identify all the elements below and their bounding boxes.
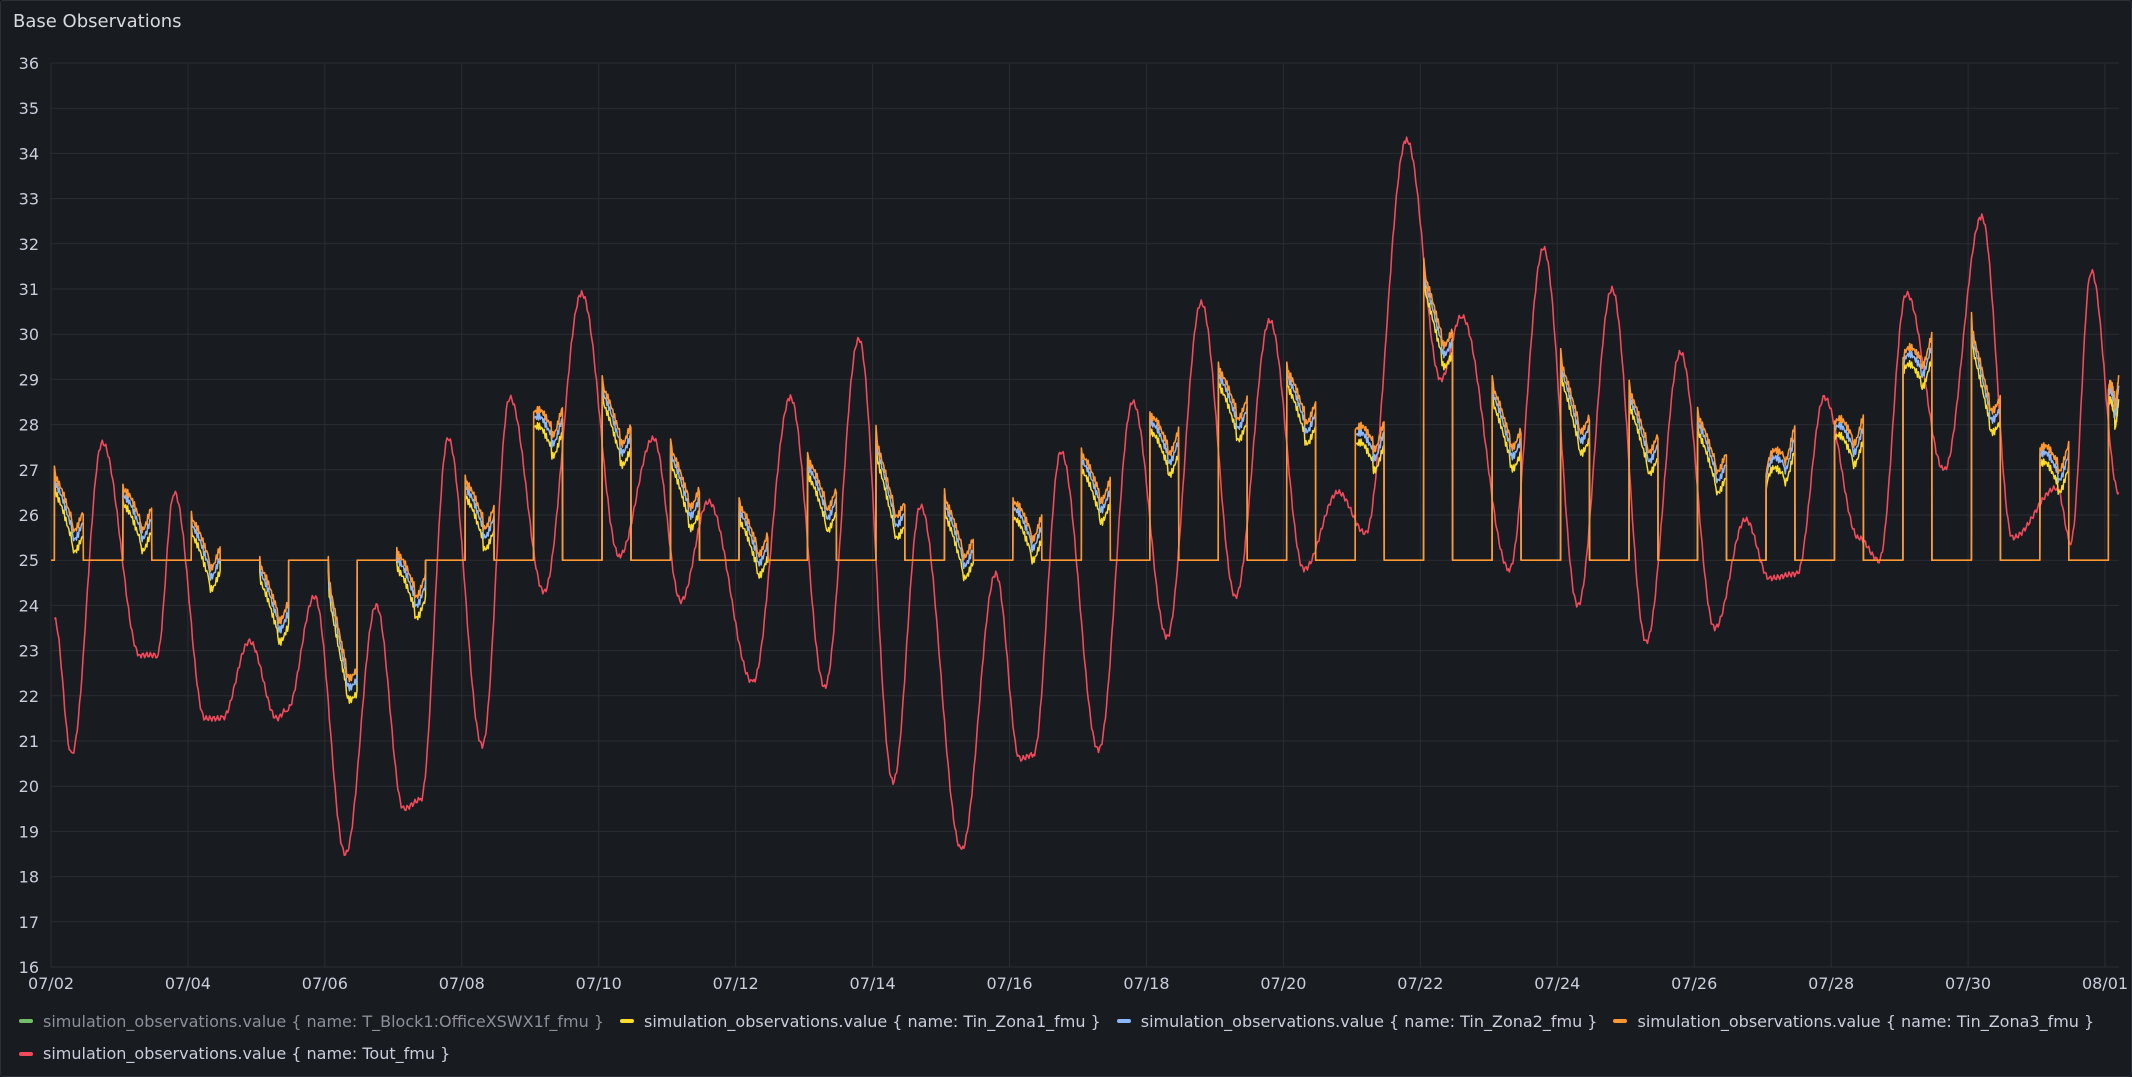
- legend-swatch: [1613, 1019, 1628, 1023]
- x-tick-label: 07/10: [576, 974, 622, 993]
- x-tick-label: 07/16: [986, 974, 1032, 993]
- y-tick-label: 34: [19, 144, 39, 163]
- series-line-4[interactable]: [53, 136, 2120, 856]
- legend-label: simulation_observations.value { name: To…: [43, 1044, 451, 1063]
- x-tick-label: 08/01: [2082, 974, 2128, 993]
- y-tick-label: 28: [19, 416, 39, 435]
- y-tick-label: 32: [19, 235, 39, 254]
- y-tick-label: 25: [19, 551, 39, 570]
- y-tick-label: 17: [19, 913, 39, 932]
- x-tick-label: 07/14: [850, 974, 896, 993]
- x-tick-label: 07/08: [439, 974, 485, 993]
- legend-item-3[interactable]: simulation_observations.value { name: Ti…: [1613, 1007, 2094, 1036]
- legend-label: simulation_observations.value { name: Ti…: [1637, 1011, 2095, 1031]
- grid: [50, 62, 2119, 968]
- y-tick-label: 29: [19, 370, 39, 389]
- legend-label: simulation_observations.value { name: Ti…: [1140, 1011, 1598, 1031]
- legend-item-2[interactable]: simulation_observations.value { name: Ti…: [1116, 1007, 1598, 1036]
- series-line-1[interactable]: [51, 272, 2120, 704]
- y-tick-label: 18: [19, 868, 39, 887]
- x-tick-label: 07/18: [1123, 974, 1169, 993]
- y-tick-label: 20: [19, 777, 39, 796]
- legend-label: simulation_observations.value { name: Ti…: [644, 1011, 1101, 1031]
- legend-item-0[interactable]: simulation_observations.value { name: T_…: [19, 1007, 604, 1036]
- y-tick-label: 30: [19, 325, 39, 344]
- y-tick-label: 26: [19, 506, 39, 525]
- y-tick-label: 21: [19, 732, 39, 751]
- y-tick-label: 33: [19, 190, 39, 209]
- x-tick-label: 07/06: [302, 974, 348, 993]
- y-tick-label: 35: [19, 99, 39, 118]
- y-tick-label: 27: [19, 461, 39, 480]
- series-line-2[interactable]: [51, 263, 2120, 692]
- y-tick-label: 23: [19, 642, 39, 661]
- x-axis-ticks: 07/02 07/04 07/06 07/08 07/10 07/12 07/14 07/16…: [28, 974, 2128, 993]
- y-tick-label: 24: [19, 596, 39, 615]
- legend: simulation_observations.value { name: T_…: [19, 1003, 2119, 1068]
- legend-label: simulation_observations.value { name: T_…: [43, 1011, 605, 1031]
- x-tick-label: 07/20: [1260, 974, 1306, 993]
- x-tick-label: 07/30: [1945, 974, 1991, 993]
- legend-swatch: [19, 1051, 33, 1056]
- legend-swatch: [1116, 1019, 1131, 1023]
- legend-swatch: [620, 1019, 635, 1023]
- y-tick-label: 19: [19, 822, 39, 841]
- legend-item-4[interactable]: simulation_observations.value { name: To…: [19, 1039, 450, 1068]
- series-line-3[interactable]: [51, 257, 2120, 683]
- x-tick-label: 07/28: [1808, 974, 1854, 993]
- x-tick-label: 07/26: [1671, 974, 1717, 993]
- panel-title[interactable]: Base Observations: [13, 11, 182, 32]
- y-axis-ticks: 16 17 18 19 20 21 22 23 24 25 26 27 28 29 30 31 32 33 34 35…: [19, 54, 39, 977]
- series-lines: [51, 136, 2120, 856]
- line-chart[interactable]: 16 17 18 19 20 21 22 23 24 25 26 27 28 29 30 31 32 33 34 35…: [1, 1, 2131, 1001]
- legend-swatch: [19, 1019, 33, 1023]
- x-tick-label: 07/02: [28, 974, 74, 993]
- x-tick-label: 07/12: [713, 974, 759, 993]
- y-tick-label: 31: [19, 280, 39, 299]
- x-tick-label: 07/22: [1397, 974, 1443, 993]
- y-tick-label: 36: [19, 54, 39, 73]
- x-tick-label: 07/04: [165, 974, 211, 993]
- x-tick-label: 07/24: [1534, 974, 1580, 993]
- y-tick-label: 16: [19, 958, 39, 977]
- legend-item-1[interactable]: simulation_observations.value { name: Ti…: [620, 1007, 1101, 1036]
- y-tick-label: 22: [19, 687, 39, 706]
